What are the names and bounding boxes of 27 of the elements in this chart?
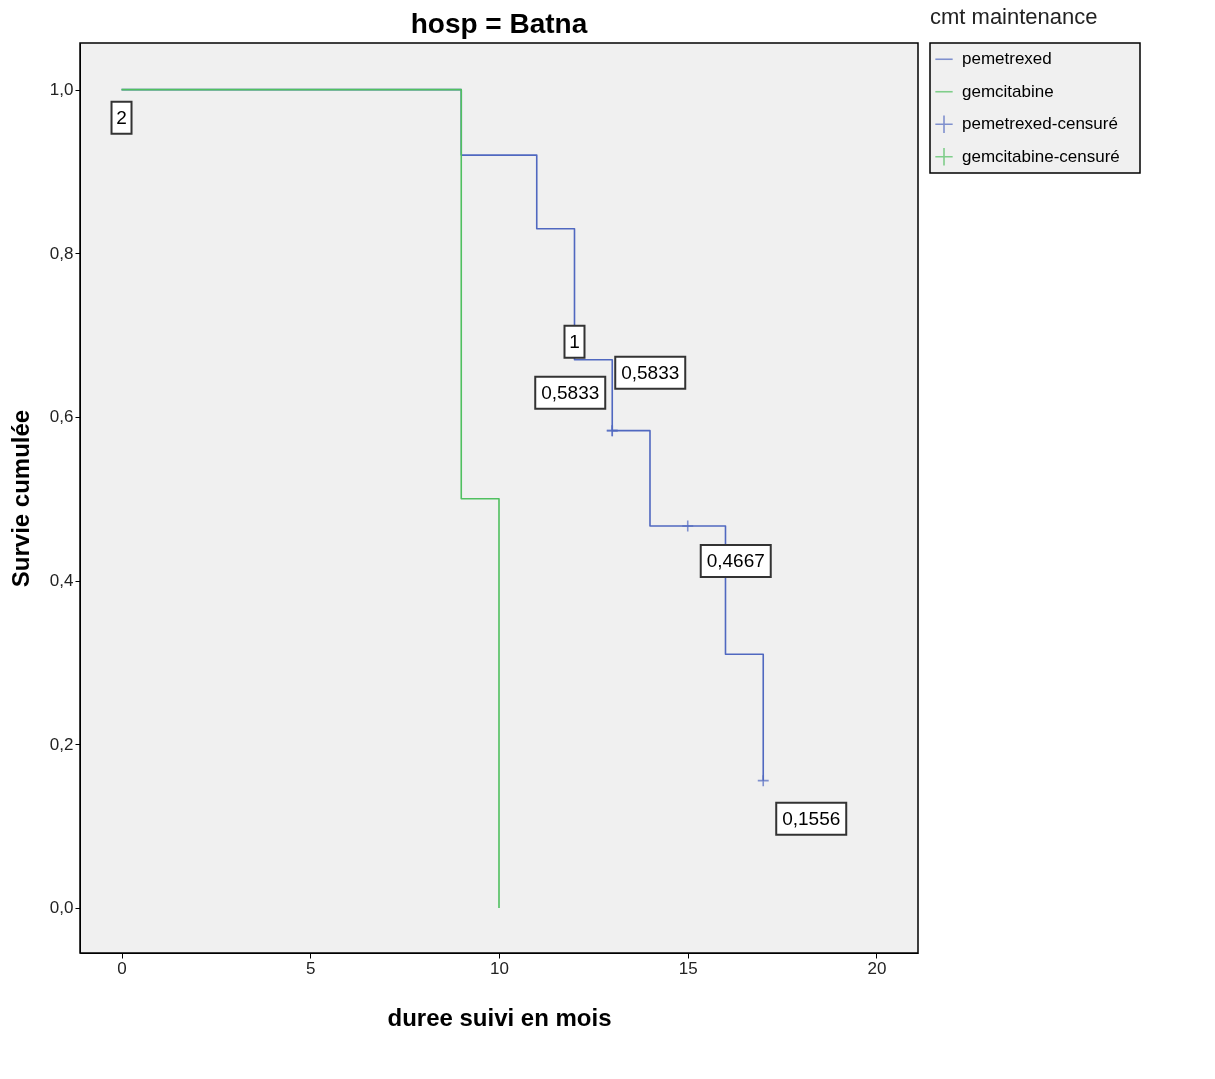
- x-tick-label: 15: [678, 958, 698, 978]
- y-axis-title: Survie cumulée: [6, 409, 34, 588]
- annotation: 0,4667: [706, 550, 765, 572]
- point: [756, 774, 770, 787]
- chart-title: hosp = Batna: [410, 8, 588, 39]
- y-tick-label: 0,2: [49, 734, 74, 754]
- legend-title: cmt maintenance: [930, 4, 1098, 29]
- x-tick-label: 10: [490, 958, 509, 978]
- legend-label: pemetrexed-censuré: [962, 114, 1118, 134]
- annotation: 2: [116, 106, 127, 128]
- legend-label: pemetrexed: [962, 49, 1052, 69]
- legend-label: gemcitabine-censuré: [962, 146, 1120, 166]
- x-tick-label: 5: [306, 958, 316, 978]
- x-tick-label: 0: [117, 958, 127, 978]
- y-tick-label: 0,8: [49, 243, 74, 263]
- annotation: 0,1556: [782, 807, 841, 829]
- x-axis-title: duree suivi en mois: [387, 1003, 612, 1031]
- x-tick-label: 20: [867, 958, 887, 978]
- legend-label: gemcitabine: [962, 81, 1054, 101]
- point: [681, 519, 695, 533]
- annotation: 1: [569, 330, 580, 352]
- annotation: 0,5833: [541, 381, 600, 403]
- y-tick-label: 0,4: [49, 571, 74, 591]
- annotation: 0,5833: [621, 361, 680, 383]
- y-tick-label: 0,6: [49, 407, 74, 427]
- y-tick-label: 0,0: [49, 898, 74, 918]
- y-tick-label: 1,0: [49, 80, 74, 100]
